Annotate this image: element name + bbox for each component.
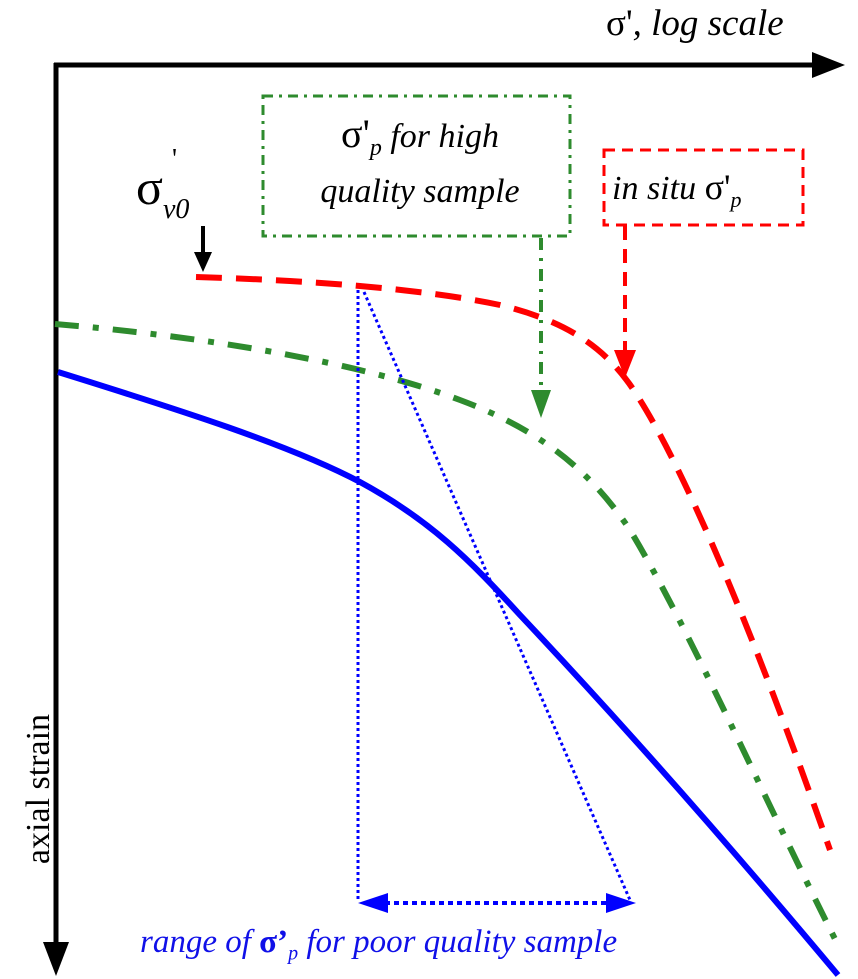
sigma-v0-symbol: σ	[136, 159, 163, 215]
range-double-arrow	[358, 893, 636, 913]
in-situ-sigma: σ'	[704, 167, 731, 207]
range-subscript: p	[288, 942, 299, 965]
down-arrow-icon	[194, 252, 212, 272]
in-situ-label: in situ σ'p	[612, 166, 741, 213]
high-quality-arrow	[531, 238, 551, 418]
green-down-arrowhead-icon	[531, 390, 551, 418]
poor-quality-construction-lines	[356, 290, 632, 902]
high-quality-sigma: σ'	[341, 111, 370, 156]
in-situ-subscript: p	[730, 186, 742, 212]
sigma-v0-prime: '	[172, 144, 178, 175]
x-axis-arrowhead-icon	[812, 52, 845, 78]
in-situ-label-box	[602, 148, 805, 227]
high-quality-curve	[54, 321, 841, 947]
x-axis	[54, 52, 845, 78]
range-prefix: range of	[140, 924, 260, 960]
y-axis	[43, 63, 69, 976]
sigma-v0-label: σ ' v0	[136, 144, 190, 226]
range-right-arrowhead-icon	[606, 893, 636, 913]
red-down-arrowhead-icon	[614, 350, 636, 378]
high-quality-label: σ'p for high quality sample	[282, 112, 558, 214]
range-sigma: σ’	[259, 924, 289, 960]
x-axis-sigma: σ'	[606, 3, 633, 44]
high-quality-label-box	[261, 94, 572, 238]
in-situ-arrow	[614, 226, 636, 378]
sigma-v0-subscript: v0	[162, 194, 190, 225]
in-situ-prefix: in situ	[612, 170, 705, 207]
range-label: range of σ’p for poor quality sample	[140, 924, 617, 966]
y-axis-arrowhead-icon	[43, 942, 69, 976]
range-suffix: for poor quality sample	[298, 924, 618, 960]
in-situ-curve	[195, 274, 833, 851]
high-quality-line2: quality sample	[320, 172, 520, 210]
y-axis-label: axial strain	[20, 713, 57, 865]
poor-quality-curve	[57, 369, 841, 977]
range-left-arrowhead-icon	[358, 893, 388, 913]
high-quality-line1: for high	[381, 118, 499, 155]
x-axis-label-rest: , log scale	[632, 3, 784, 44]
x-axis-label: σ', log scale	[606, 2, 784, 45]
high-quality-subscript: p	[369, 134, 382, 161]
sigma-v0-arrow	[194, 226, 212, 272]
